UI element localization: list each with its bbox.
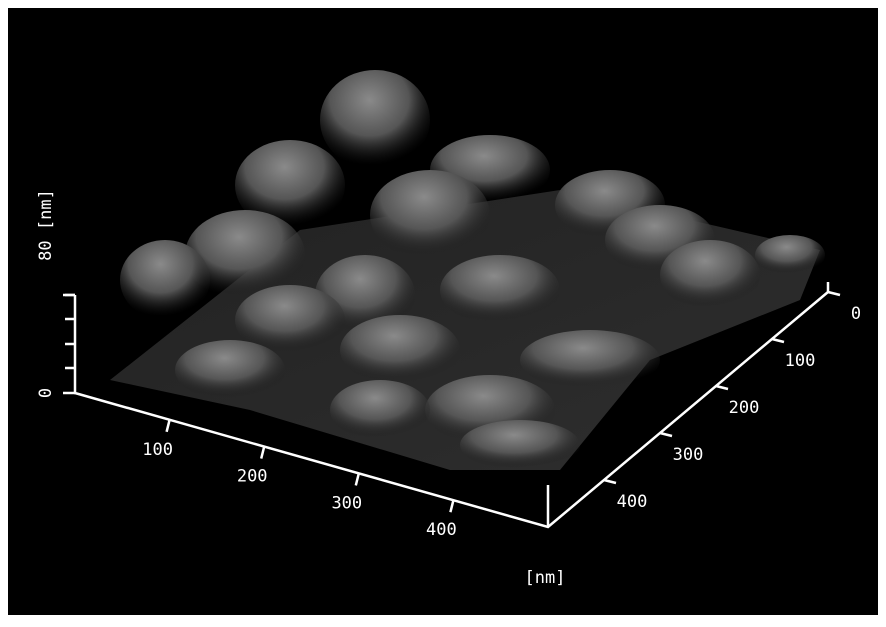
surface xyxy=(110,70,825,470)
z-tick-label: 0 xyxy=(36,388,56,398)
x-tick-label: 200 xyxy=(237,467,268,487)
x-tick xyxy=(259,446,266,459)
x-tick-label: 300 xyxy=(331,493,362,513)
x-tick-label: 400 xyxy=(426,520,457,540)
z-tick-label: 80 [nm] xyxy=(36,189,56,261)
x-tick-label: 100 xyxy=(142,440,173,460)
y-tick-label: 100 xyxy=(785,351,816,371)
x-tick xyxy=(449,499,455,513)
y-tick xyxy=(827,290,841,297)
y-tick xyxy=(715,384,729,391)
x-tick xyxy=(354,473,361,486)
y-tick-label: 300 xyxy=(673,445,704,465)
x-tick xyxy=(165,419,171,433)
y-tick-label: 0 xyxy=(851,304,861,324)
axes xyxy=(65,282,830,529)
y-tick xyxy=(603,478,617,485)
y-tick xyxy=(659,431,673,438)
y-tick-label: 400 xyxy=(617,492,648,512)
y-tick-label: 200 xyxy=(729,398,760,418)
y-tick xyxy=(771,337,785,344)
unit-label: [nm] xyxy=(525,568,566,588)
